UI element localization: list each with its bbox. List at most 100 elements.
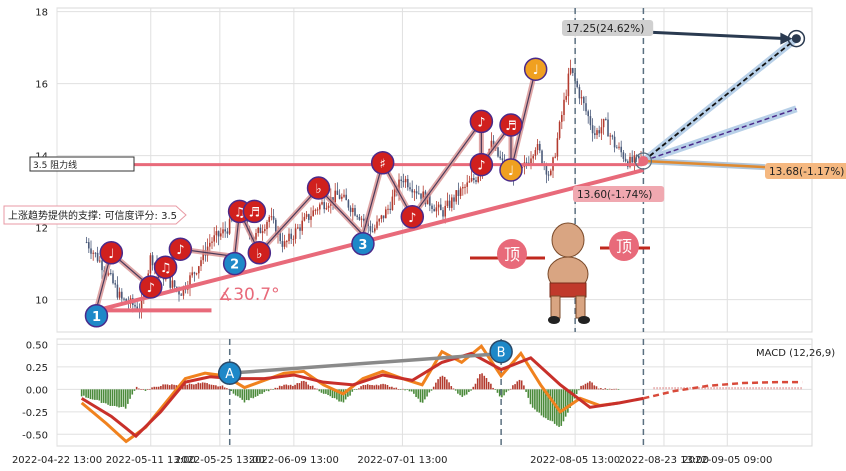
candle-body xyxy=(349,207,352,213)
histogram-bar xyxy=(393,387,395,390)
candle-body xyxy=(136,306,139,311)
candle-body xyxy=(92,252,95,254)
histogram-bar-projected xyxy=(755,387,757,390)
histogram-bar-projected xyxy=(662,387,664,390)
candle-body xyxy=(446,200,449,206)
candle-body xyxy=(275,219,277,235)
histogram-bar xyxy=(256,389,259,396)
target-high-label-text: 17.25(24.62%) xyxy=(566,23,644,35)
histogram-bar xyxy=(109,389,112,406)
histogram-bar xyxy=(404,389,406,391)
candle-body xyxy=(539,144,541,151)
wave-marker-label: ♩ xyxy=(533,63,539,78)
candle-body xyxy=(420,193,422,199)
histogram-bar xyxy=(124,389,127,409)
histogram-bar xyxy=(386,384,389,390)
candle-body xyxy=(585,103,587,112)
histogram-bar xyxy=(96,389,98,400)
target-ring xyxy=(787,29,806,48)
candle-body xyxy=(413,191,416,193)
histogram-bar xyxy=(223,387,226,390)
candle-body xyxy=(393,188,396,197)
histogram-bar xyxy=(287,385,290,390)
histogram-bar xyxy=(419,389,422,403)
histogram-bar xyxy=(567,389,569,413)
histogram-bar xyxy=(595,386,598,390)
y-tick-label: -0.50 xyxy=(22,430,48,441)
histogram-bar xyxy=(578,389,580,391)
wave-marker-label: ♪ xyxy=(477,115,485,130)
histogram-bar xyxy=(538,389,541,413)
candle-body xyxy=(631,156,634,163)
histogram-bar xyxy=(531,389,534,408)
histogram-bar xyxy=(221,385,224,390)
histogram-bar xyxy=(300,381,303,390)
histogram-bar xyxy=(600,388,602,390)
histogram-bar xyxy=(226,388,228,390)
histogram-bar xyxy=(432,386,435,390)
histogram-bar-projected xyxy=(671,387,673,390)
histogram-bar xyxy=(261,389,263,394)
candle-body xyxy=(429,193,431,206)
target-mid-label-box xyxy=(765,163,846,179)
candle-body xyxy=(473,177,475,180)
histogram-bar xyxy=(611,389,613,390)
target-low-label-text: 13.60(-1.74%) xyxy=(577,189,652,201)
histogram-bar-projected xyxy=(674,387,676,390)
histogram-bar xyxy=(314,388,316,390)
histogram-bar xyxy=(413,389,415,394)
histogram-bar xyxy=(272,389,274,390)
histogram-bar xyxy=(421,389,424,403)
candle-body xyxy=(466,182,469,187)
histogram-bar-projected xyxy=(653,387,655,390)
histogram-bar xyxy=(446,379,448,390)
candle-body xyxy=(457,190,460,196)
candle-body xyxy=(468,181,471,183)
histogram-bar xyxy=(569,389,571,409)
figure-shoe xyxy=(548,316,560,324)
candle-body xyxy=(189,275,191,288)
histogram-bar-projected xyxy=(698,387,700,390)
histogram-bar xyxy=(362,385,365,390)
histogram-bar xyxy=(617,389,620,390)
candle-body xyxy=(525,162,528,164)
histogram-bar xyxy=(496,389,499,393)
histogram-bar-projected xyxy=(761,387,763,390)
histogram-bar-projected xyxy=(770,387,772,390)
x-tick-label: 2022-05-25 13:00 xyxy=(175,455,265,466)
target-dot xyxy=(791,34,801,44)
candle-body xyxy=(272,216,275,220)
candle-body xyxy=(215,231,218,236)
histogram-bar xyxy=(591,382,593,390)
histogram-bar-projected xyxy=(788,387,790,390)
histogram-bar xyxy=(428,389,431,393)
candle-body xyxy=(398,179,400,193)
histogram-bar xyxy=(342,389,345,403)
x-tick-label: 2022-04-22 13:00 xyxy=(12,455,102,466)
histogram-bar-projected xyxy=(791,387,793,390)
histogram-bar xyxy=(602,389,604,390)
candle-body xyxy=(343,194,345,197)
histogram-bar xyxy=(527,389,530,398)
histogram-bar xyxy=(166,384,169,390)
histogram-bar xyxy=(217,386,219,390)
wave-marker-label: ♩ xyxy=(508,164,514,179)
candle-body xyxy=(191,272,194,276)
target-arrowhead xyxy=(780,32,793,45)
histogram-bar xyxy=(94,389,96,400)
histogram-bar-projected xyxy=(668,387,670,390)
histogram-bar xyxy=(318,389,321,392)
histogram-bar xyxy=(325,389,327,394)
candle-body xyxy=(171,280,174,288)
candle-body xyxy=(173,280,176,287)
cartoon-figure xyxy=(547,222,590,324)
resistance-box-text: 3.5 阻力线 xyxy=(33,159,77,171)
divergence-marker xyxy=(217,361,242,385)
histogram-bar xyxy=(562,389,565,422)
histogram-bar xyxy=(298,383,301,390)
histogram-bar xyxy=(410,389,413,392)
candle-body xyxy=(107,273,110,275)
histogram-bar-projected xyxy=(740,387,742,390)
x-tick-label: 2022-05-11 13:00 xyxy=(106,455,196,466)
